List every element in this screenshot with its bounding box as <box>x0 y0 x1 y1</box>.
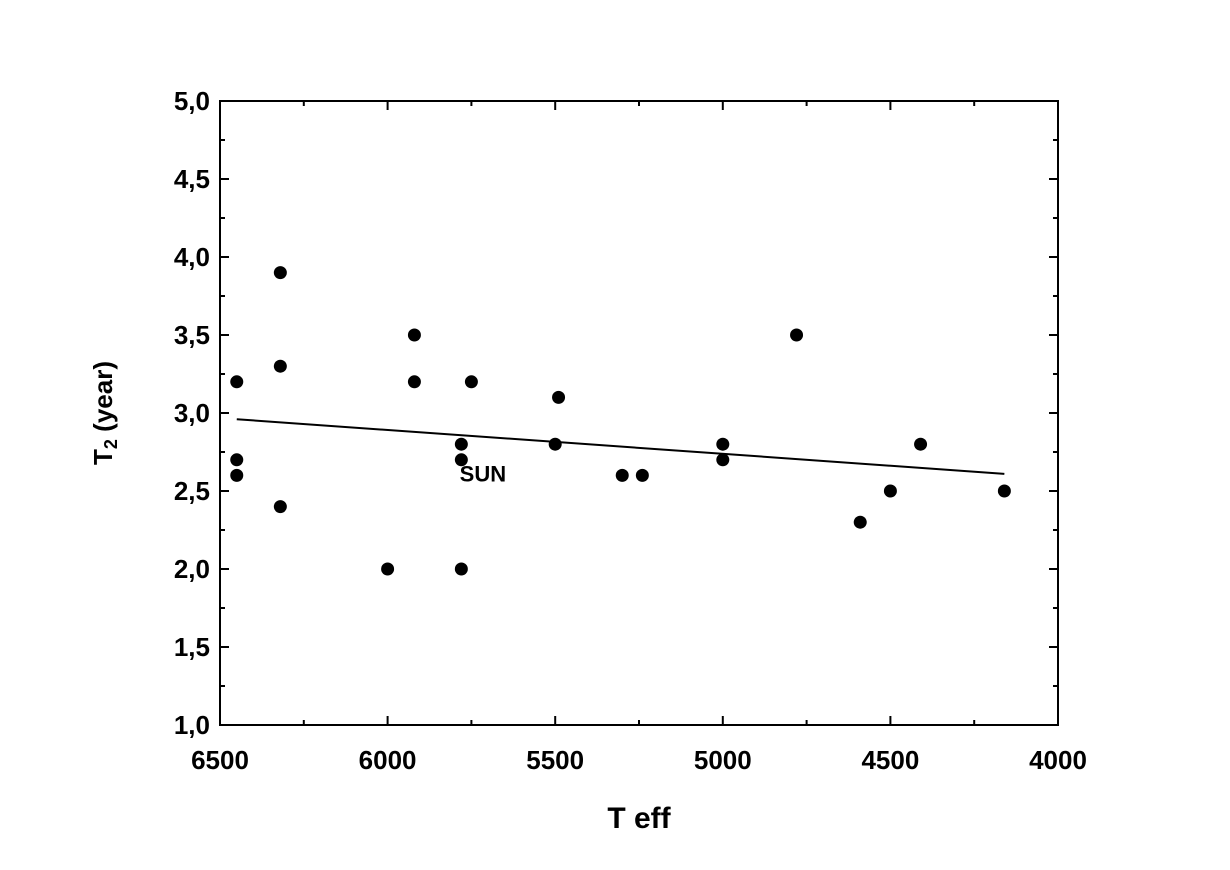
data-point <box>635 468 649 482</box>
x-tick-label: 6500 <box>191 745 249 775</box>
tick-labels: 6500 6000 5500 5000 4500 4000 1,0 1,5 2,0 2,5 3,0 3… <box>174 86 1087 775</box>
data-points <box>230 266 1011 576</box>
data-point <box>914 437 928 451</box>
data-point <box>273 500 287 514</box>
data-point <box>615 468 629 482</box>
y-axis-title: T2 (year) <box>88 361 121 465</box>
x-tick-label: 4000 <box>1029 745 1087 775</box>
data-point <box>883 484 897 498</box>
data-point <box>230 453 244 467</box>
data-point <box>407 375 421 389</box>
data-point <box>230 375 244 389</box>
x-tick-label: 5000 <box>694 745 752 775</box>
data-point <box>454 562 468 576</box>
sun-annotation: SUN <box>460 462 506 487</box>
trend-line <box>236 418 1005 475</box>
y-axis-title-main: T <box>88 449 118 465</box>
data-point <box>853 515 867 529</box>
y-tick-label: 2,0 <box>174 554 210 584</box>
y-axis-title-sub: 2 <box>101 439 121 449</box>
y-tick-label: 4,5 <box>174 164 210 194</box>
y-tick-label: 2,5 <box>174 476 210 506</box>
plot-frame <box>219 100 1059 726</box>
x-tick-label: 5500 <box>526 745 584 775</box>
data-point <box>273 266 287 280</box>
data-point <box>716 437 730 451</box>
data-point <box>454 437 468 451</box>
y-tick-label: 3,5 <box>174 320 210 350</box>
data-point <box>716 453 730 467</box>
data-point <box>464 375 478 389</box>
data-point <box>273 359 287 373</box>
y-axis-title-rest: (year) <box>88 361 118 439</box>
data-point <box>230 468 244 482</box>
data-point <box>552 390 566 404</box>
x-tick-label: 4500 <box>861 745 919 775</box>
x-axis-title: T eff <box>607 802 671 835</box>
data-point <box>454 453 468 467</box>
y-tick-label: 1,0 <box>174 710 210 740</box>
data-point <box>997 484 1011 498</box>
data-point <box>548 437 562 451</box>
y-tick-label: 4,0 <box>174 242 210 272</box>
axis-ticks <box>219 100 1059 726</box>
y-tick-label: 3,0 <box>174 398 210 428</box>
data-point <box>381 562 395 576</box>
data-point <box>407 328 421 342</box>
x-tick-label: 6000 <box>359 745 417 775</box>
y-tick-label: 1,5 <box>174 632 210 662</box>
annotations: SUN <box>460 462 506 487</box>
y-tick-label: 5,0 <box>174 86 210 116</box>
data-point <box>790 328 804 342</box>
